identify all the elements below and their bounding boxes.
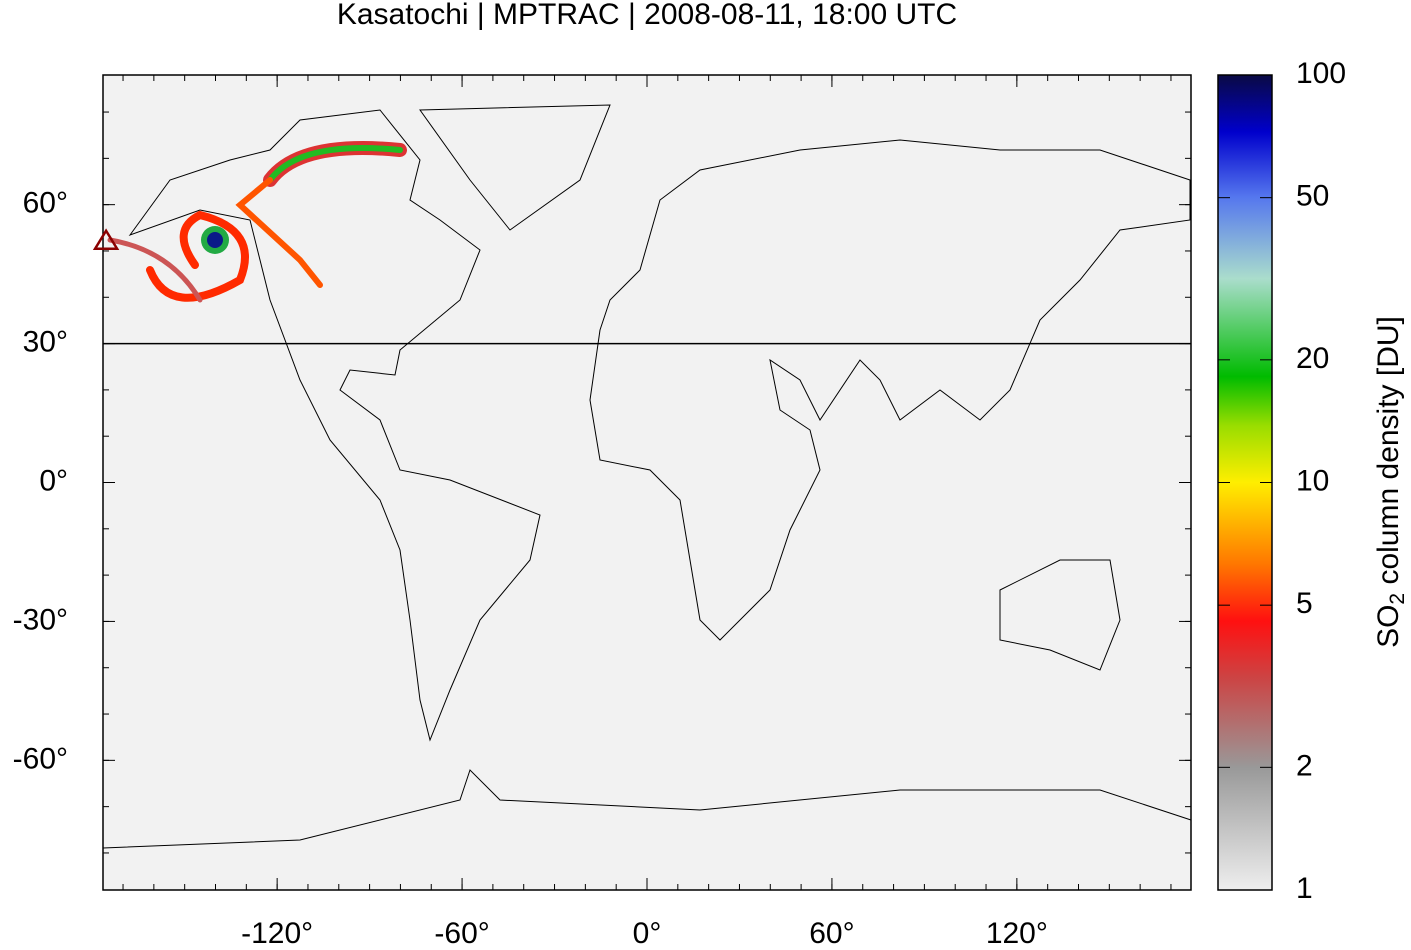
colorbar-tick-label: 5 [1296,587,1313,620]
label-subscript: 2 [1386,593,1409,605]
colorbar-tick-label: 50 [1296,180,1329,213]
y-tick-label: -30° [13,603,68,636]
y-tick-label: 60° [23,187,68,220]
volcano-marker [92,228,120,251]
colorbar-tick-label: 2 [1296,749,1313,782]
label-part: SO [1372,605,1405,648]
coastlines [102,104,1192,849]
x-tick-label: 120° [986,917,1048,950]
colorbar-label: SO2 column density [DU] [1372,316,1409,648]
colorbar-tick-label: 10 [1296,464,1329,497]
x-tick-label: -120° [241,917,313,950]
map-background [103,75,1191,890]
colorbar-tick-label: 20 [1296,342,1329,375]
x-tick-label: 0° [633,917,662,950]
chart-title: Kasatochi | MPTRAC | 2008-08-11, 18:00 U… [337,0,957,31]
so2-plume [107,141,407,303]
colorbar-tick-label: 1 [1296,872,1313,905]
y-tick-label: 30° [23,326,68,359]
x-tick-label: 60° [809,917,854,950]
label-part: column density [DU] [1372,316,1405,593]
colorbar-tick-label: 100 [1296,57,1346,90]
y-tick-label: -60° [13,742,68,775]
y-tick-label: 0° [39,464,68,497]
x-tick-label: -60° [434,917,489,950]
